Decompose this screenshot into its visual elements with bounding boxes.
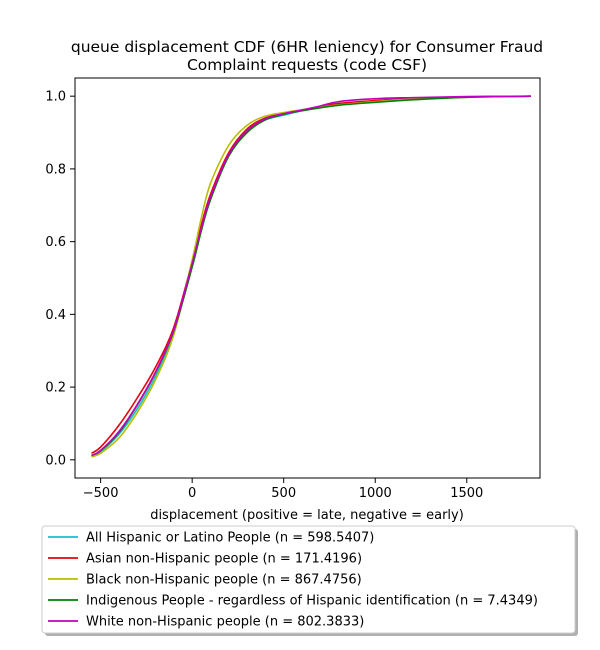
series-line-2 [91, 95, 531, 454]
legend-label-5: White non-Hispanic people (n = 802.3833) [86, 615, 364, 630]
y-tick-label: 0.6 [45, 235, 66, 250]
legend-label-4: Indigenous People - regardless of Hispan… [86, 594, 538, 609]
y-tick-label: 0.2 [45, 381, 66, 396]
plot-lines [91, 95, 531, 458]
chart-title-line-2: Complaint requests (code CSF) [187, 56, 427, 74]
series-line-5 [91, 95, 531, 457]
legend: All Hispanic or Latino People (n = 598.5… [41, 525, 578, 636]
legend-label-3: Black non-Hispanic people (n = 867.4756) [86, 573, 362, 588]
series-line-4 [91, 95, 531, 457]
x-tick-label: 0 [188, 486, 196, 501]
y-tick-label: 0.0 [45, 453, 66, 468]
chart-title: queue displacement CDF (6HR leniency) fo… [71, 38, 543, 74]
legend-items: All Hispanic or Latino People (n = 598.5… [48, 531, 538, 630]
x-tick-label: 1000 [359, 486, 392, 501]
y-axis-ticks: 0.0 0.2 0.4 0.6 0.8 1.0 [45, 90, 75, 468]
legend-label-1: All Hispanic or Latino People (n = 598.5… [86, 531, 374, 546]
legend-box [41, 525, 576, 634]
x-tick-label: −500 [83, 486, 119, 501]
series-line-1 [91, 95, 531, 457]
legend-label-2: Asian non-Hispanic people (n = 171.4196) [86, 552, 362, 567]
y-tick-label: 0.8 [45, 162, 66, 177]
plot-frame [74, 77, 541, 479]
x-axis-label: displacement (positive = late, negative … [150, 508, 464, 523]
y-tick-label: 1.0 [45, 90, 66, 105]
x-axis-ticks: −500 0 500 1000 1500 [83, 478, 483, 501]
y-tick-label: 0.4 [45, 308, 66, 323]
series-line-3 [91, 95, 531, 458]
x-tick-label: 500 [271, 486, 296, 501]
chart-title-line-1: queue displacement CDF (6HR leniency) fo… [71, 38, 543, 56]
x-tick-label: 1500 [450, 486, 483, 501]
